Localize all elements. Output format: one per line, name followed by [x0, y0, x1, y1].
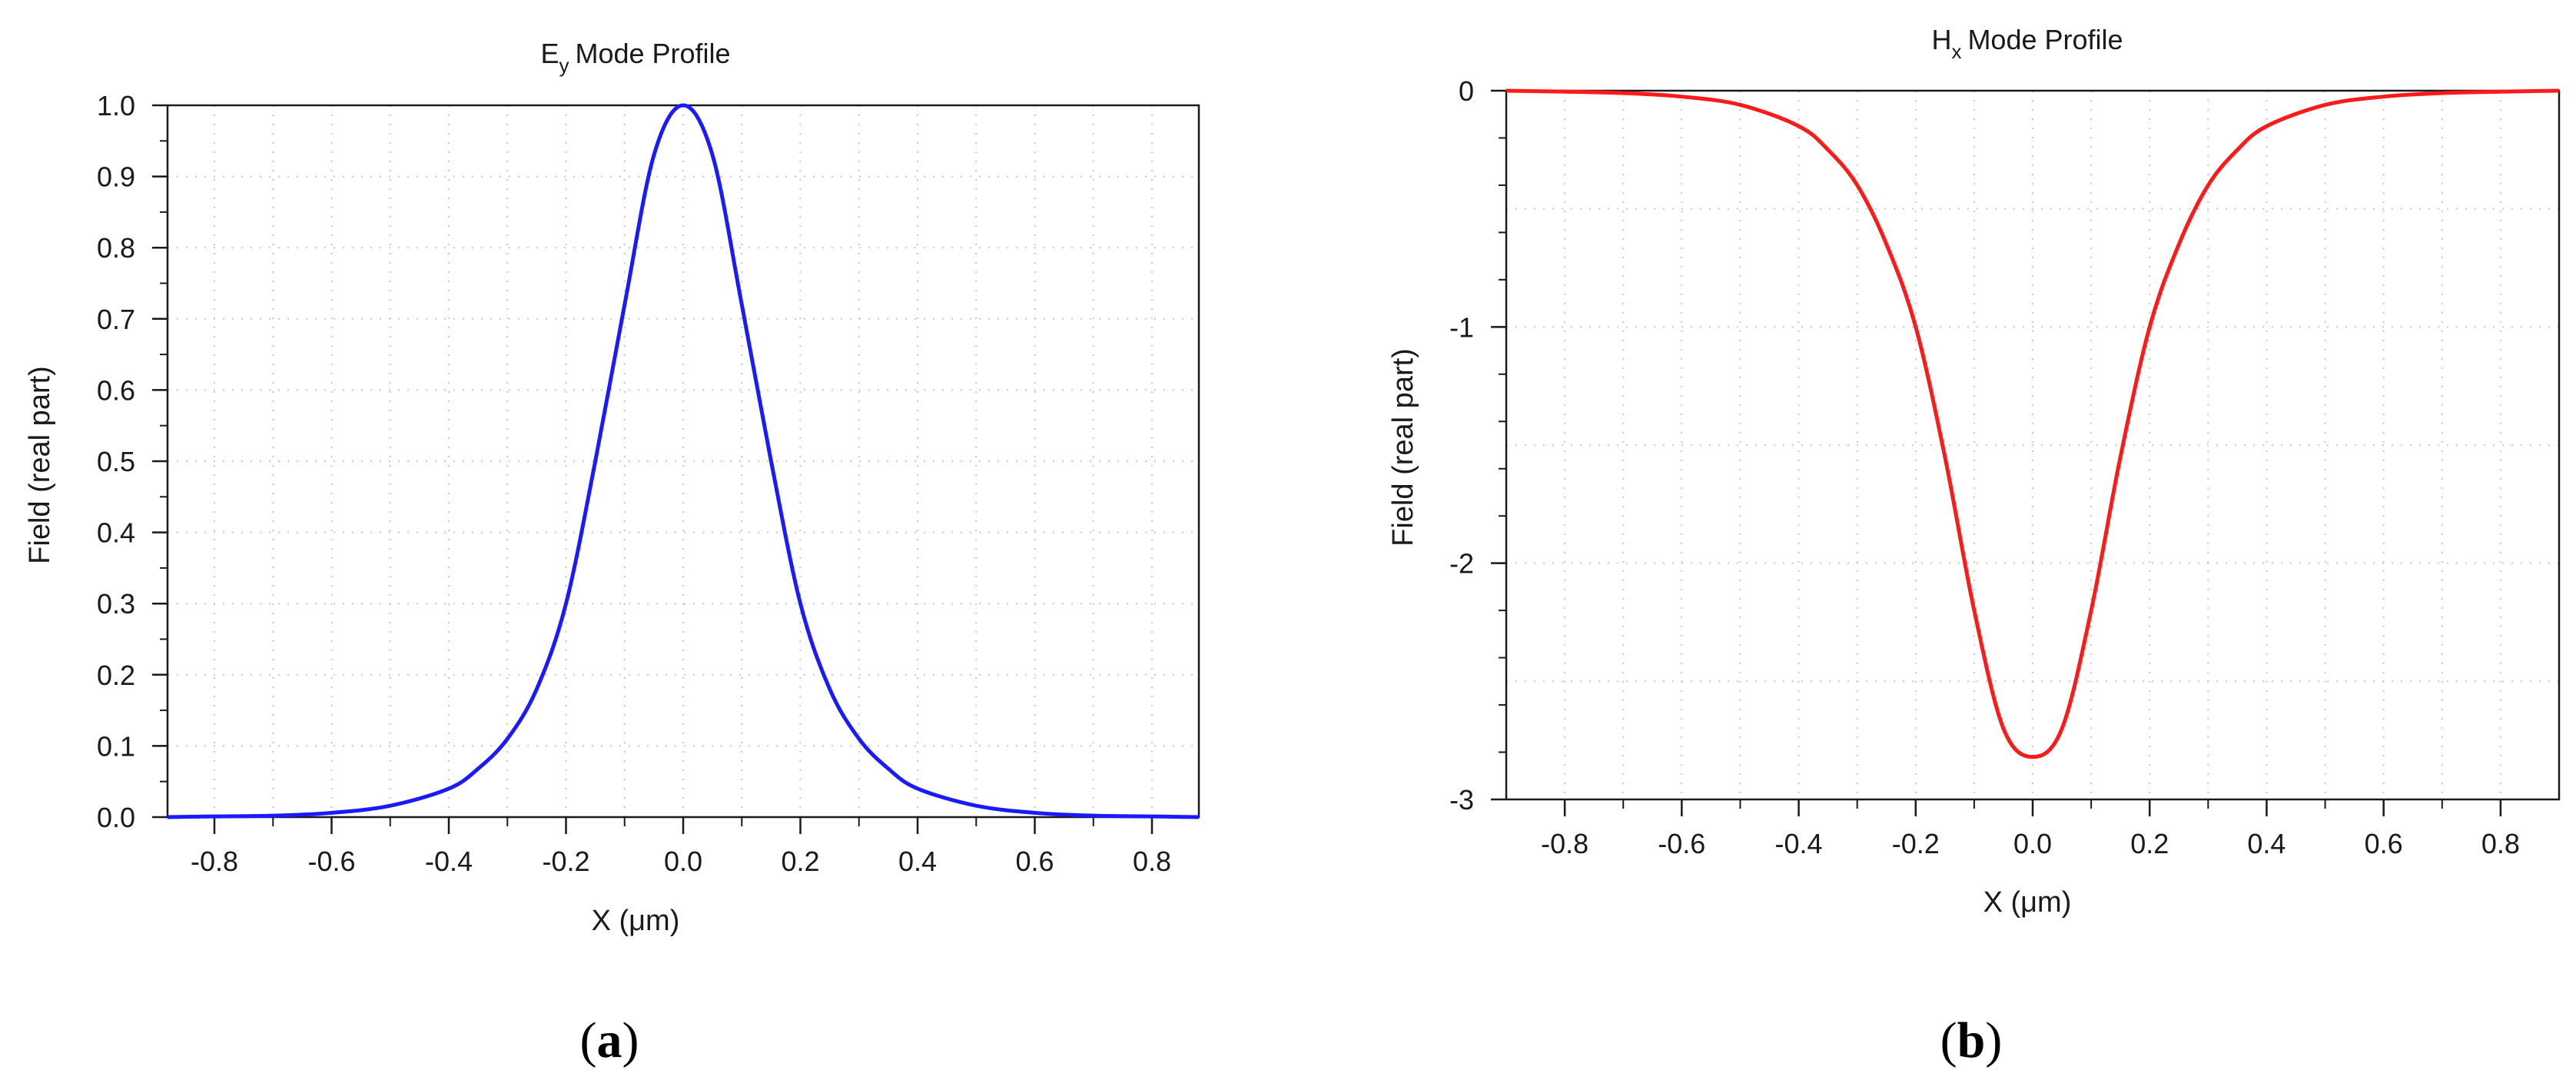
y-axis-label-a: Field (real part) — [24, 366, 56, 564]
x-tick-label: 0.6 — [1015, 846, 1054, 877]
y-tick-label: 0 — [1459, 75, 1474, 107]
chart-title-b: Hx Mode Profile — [1931, 24, 2123, 63]
series-line-b — [1505, 88, 2560, 759]
x-tick-label: -0.2 — [1892, 828, 1940, 859]
panel-a: Ey Mode Profile X (μm) Field (real part) … — [24, 38, 1200, 1068]
y-tick-label: 1.0 — [97, 90, 135, 121]
y-tick-label: 0.0 — [97, 802, 135, 833]
y-tick-label: 0.3 — [97, 588, 135, 620]
y-tick-label: -3 — [1449, 784, 1474, 816]
y-tick-label: 0.1 — [97, 730, 135, 762]
y-tick-label: 0.7 — [97, 304, 135, 335]
grid-a — [168, 105, 1199, 817]
x-tick-label: 0.2 — [2130, 828, 2169, 859]
caption-b: (b) — [1940, 1012, 2003, 1068]
x-tick-label: 0.2 — [781, 846, 819, 877]
y-tick-label: 0.4 — [97, 517, 135, 549]
x-tick-label: 0.6 — [2365, 828, 2403, 859]
caption-a: (a) — [580, 1012, 639, 1068]
x-tick-label: -0.8 — [1541, 828, 1588, 859]
y-tick-label: -2 — [1449, 548, 1474, 580]
y-tick-label: 0.9 — [97, 161, 135, 193]
x-axis-label-a: X (μm) — [592, 905, 680, 937]
grid-b — [1506, 91, 2559, 799]
panel-b: Hx Mode Profile X (μm) Field (real part) … — [1387, 24, 2561, 1068]
x-tick-label: -0.4 — [425, 846, 473, 877]
y-axis-label-b: Field (real part) — [1387, 348, 1419, 547]
x-tick-label: -0.8 — [191, 846, 238, 877]
y-tick-label: 0.2 — [97, 660, 135, 691]
x-tick-label: -0.4 — [1775, 828, 1823, 859]
y-tick-label: 0.8 — [97, 232, 135, 264]
x-tick-label: 0.8 — [2481, 828, 2520, 859]
x-tick-label: -0.2 — [542, 846, 589, 877]
x-tick-label: -0.6 — [1658, 828, 1705, 859]
x-tick-label: -0.6 — [307, 846, 355, 877]
y-tick-label: 0.5 — [97, 446, 135, 477]
series-line-a — [167, 103, 1200, 819]
x-axis-label-b: X (μm) — [1983, 886, 2072, 919]
x-tick-label: 0.4 — [2247, 828, 2286, 859]
y-tick-label: 0.6 — [97, 374, 135, 406]
x-tick-label: 0.0 — [664, 846, 702, 877]
chart-title-a: Ey Mode Profile — [540, 38, 730, 77]
x-tick-label: 0.0 — [2013, 828, 2052, 859]
x-tick-label: 0.4 — [898, 846, 937, 877]
x-tick-label: 0.8 — [1133, 846, 1171, 877]
y-tick-label: -1 — [1449, 311, 1474, 343]
